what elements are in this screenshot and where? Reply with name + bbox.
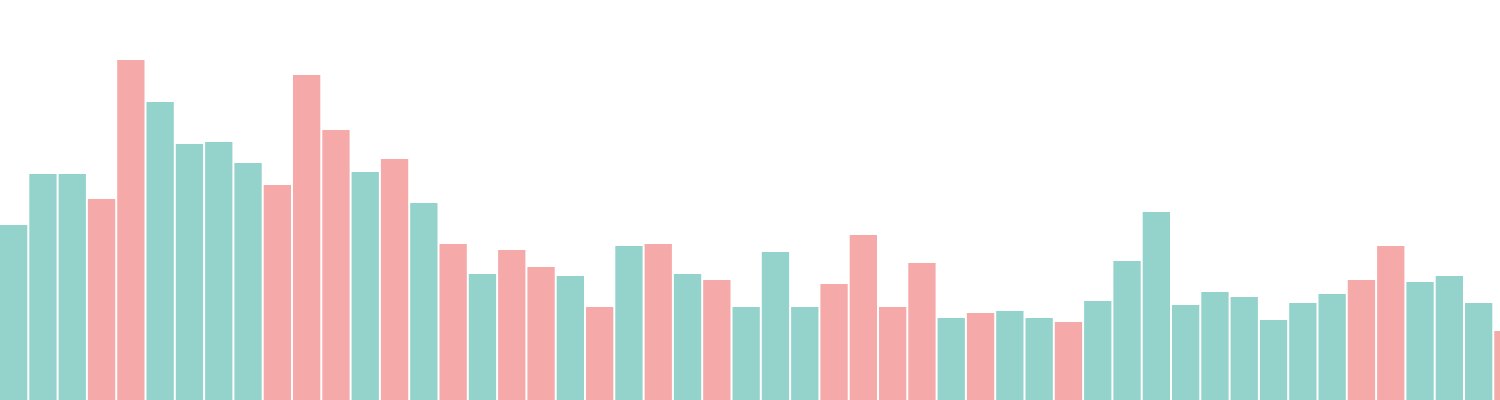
- bar-28: [791, 307, 819, 400]
- bar-2: [29, 174, 57, 400]
- bar-19: [527, 267, 555, 400]
- bar-49: [1406, 282, 1434, 400]
- bar-42: [1201, 292, 1229, 400]
- bar-22: [615, 246, 643, 400]
- bar-34: [966, 313, 995, 400]
- bar-9: [234, 163, 262, 400]
- bar-21: [586, 307, 614, 400]
- bar-51: [1465, 303, 1493, 400]
- bar-11: [293, 75, 321, 400]
- bar-37: [1054, 322, 1083, 400]
- bar-10: [263, 185, 291, 400]
- bar-30: [849, 235, 877, 400]
- bar-52: [1494, 331, 1500, 400]
- bar-46: [1318, 294, 1346, 400]
- bar-8: [205, 142, 233, 400]
- bar-40: [1142, 212, 1170, 400]
- bar-26: [732, 307, 760, 400]
- bar-13: [351, 172, 379, 400]
- bar-23: [644, 244, 672, 400]
- bar-6: [146, 102, 174, 400]
- bar-1: [0, 225, 28, 400]
- bar-32: [908, 263, 936, 400]
- bar-43: [1230, 297, 1258, 400]
- bar-36: [1025, 318, 1053, 400]
- bar-5: [117, 60, 145, 400]
- bar-25: [703, 280, 731, 400]
- bar-20: [556, 276, 584, 400]
- bar-17: [468, 274, 497, 400]
- bar-24: [673, 274, 702, 400]
- bar-50: [1435, 276, 1463, 400]
- bar-27: [761, 252, 790, 400]
- bar-47: [1347, 280, 1376, 400]
- bar-18: [498, 250, 526, 400]
- bar-14: [380, 159, 409, 400]
- bar-38: [1084, 301, 1112, 400]
- bar-39: [1113, 261, 1141, 400]
- bars-group: [0, 60, 1500, 400]
- bar-12: [322, 130, 350, 400]
- bar-15: [410, 203, 438, 400]
- bar-29: [820, 284, 848, 400]
- bar-41: [1172, 305, 1200, 400]
- bar-48: [1377, 246, 1405, 400]
- bar-33: [937, 318, 965, 400]
- bar-44: [1259, 320, 1288, 400]
- bar-7: [175, 144, 204, 400]
- bar-16: [439, 244, 467, 400]
- bar-45: [1289, 303, 1317, 400]
- bar-3: [58, 174, 86, 400]
- bar-31: [879, 307, 907, 400]
- bar-35: [996, 311, 1024, 400]
- bar-4: [87, 199, 116, 400]
